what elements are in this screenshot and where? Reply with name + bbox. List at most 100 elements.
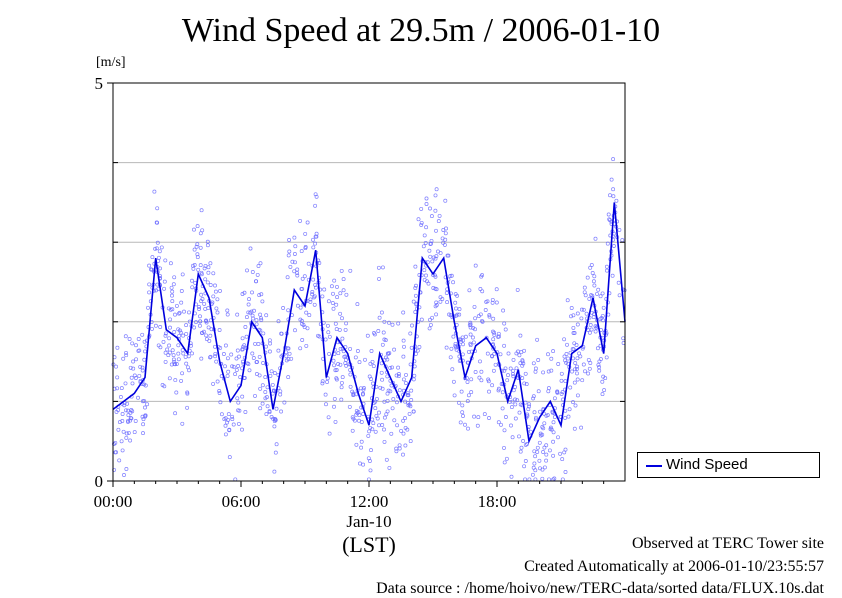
data-point: [257, 354, 262, 359]
data-point: [451, 379, 456, 384]
data-point: [549, 427, 554, 432]
data-point: [390, 406, 395, 411]
data-point: [571, 313, 576, 318]
data-point: [123, 334, 128, 339]
data-point: [154, 246, 159, 251]
data-point: [582, 285, 587, 290]
data-point: [467, 288, 472, 293]
data-point: [118, 395, 123, 399]
data-point: [533, 417, 538, 422]
data-point: [336, 351, 341, 356]
data-point: [149, 267, 153, 272]
data-point: [433, 256, 438, 261]
data-point: [468, 320, 473, 325]
data-point: [460, 352, 465, 357]
data-point: [570, 347, 575, 352]
data-point: [327, 431, 332, 436]
data-point: [284, 358, 289, 363]
data-point: [575, 322, 580, 327]
data-point: [621, 336, 626, 341]
data-point: [408, 362, 413, 367]
data-point: [343, 361, 348, 366]
data-point: [115, 375, 120, 380]
data-point: [469, 377, 474, 382]
data-point: [279, 331, 284, 336]
data-point: [223, 343, 228, 348]
data-point: [473, 327, 477, 332]
data-point: [113, 450, 118, 455]
data-point: [463, 422, 467, 427]
data-point: [533, 369, 538, 374]
data-point: [598, 294, 603, 299]
data-point: [403, 381, 408, 385]
data-point: [168, 317, 173, 322]
data-point: [438, 251, 443, 256]
data-point: [502, 321, 507, 326]
data-point: [560, 390, 565, 395]
data-point: [441, 240, 446, 245]
data-point: [269, 415, 274, 419]
data-point: [422, 233, 427, 238]
data-point: [469, 390, 474, 395]
data-point: [163, 359, 168, 364]
data-point: [609, 177, 614, 182]
data-point: [385, 409, 390, 414]
data-point: [597, 359, 602, 364]
data-point: [344, 321, 349, 326]
data-point: [254, 372, 259, 376]
data-point: [326, 299, 331, 304]
data-point: [170, 299, 175, 304]
data-point: [380, 265, 385, 270]
data-point: [361, 391, 365, 396]
data-point: [269, 369, 274, 374]
data-point: [422, 268, 427, 273]
data-point: [397, 443, 402, 448]
data-point: [313, 203, 318, 208]
x-tick-label: 12:00: [350, 492, 389, 511]
data-point: [411, 409, 416, 414]
data-point: [480, 289, 485, 294]
data-point: [337, 339, 342, 344]
data-point: [574, 343, 579, 347]
data-point: [260, 383, 265, 388]
data-point: [116, 427, 121, 432]
data-point: [173, 411, 178, 416]
data-point: [123, 381, 128, 386]
data-point: [303, 231, 308, 236]
data-point: [351, 416, 356, 421]
data-point: [184, 361, 189, 366]
data-point: [326, 415, 331, 420]
data-point: [516, 349, 520, 354]
data-point: [233, 372, 238, 377]
data-point: [285, 275, 290, 280]
data-point: [368, 361, 373, 366]
data-point: [142, 357, 147, 362]
data-point: [394, 449, 399, 454]
data-point: [306, 261, 311, 266]
data-point: [290, 259, 295, 264]
data-point: [531, 361, 536, 366]
data-point: [331, 291, 335, 296]
data-point: [338, 362, 343, 367]
data-point: [327, 351, 332, 356]
data-point: [509, 423, 513, 428]
data-point: [120, 448, 125, 453]
data-point: [179, 289, 184, 293]
data-point: [456, 400, 461, 405]
data-point: [268, 373, 273, 378]
data-point: [204, 337, 209, 342]
data-point: [562, 450, 567, 455]
data-point: [415, 348, 420, 353]
data-point: [588, 323, 593, 327]
data-point: [219, 412, 224, 417]
data-point: [227, 455, 232, 460]
data-point: [463, 334, 468, 339]
data-point: [176, 357, 181, 362]
data-point: [521, 361, 526, 366]
data-point: [273, 418, 278, 422]
data-point: [207, 338, 212, 343]
data-point: [575, 356, 580, 361]
data-point: [125, 401, 130, 406]
data-point: [234, 356, 239, 361]
data-point: [596, 362, 601, 367]
